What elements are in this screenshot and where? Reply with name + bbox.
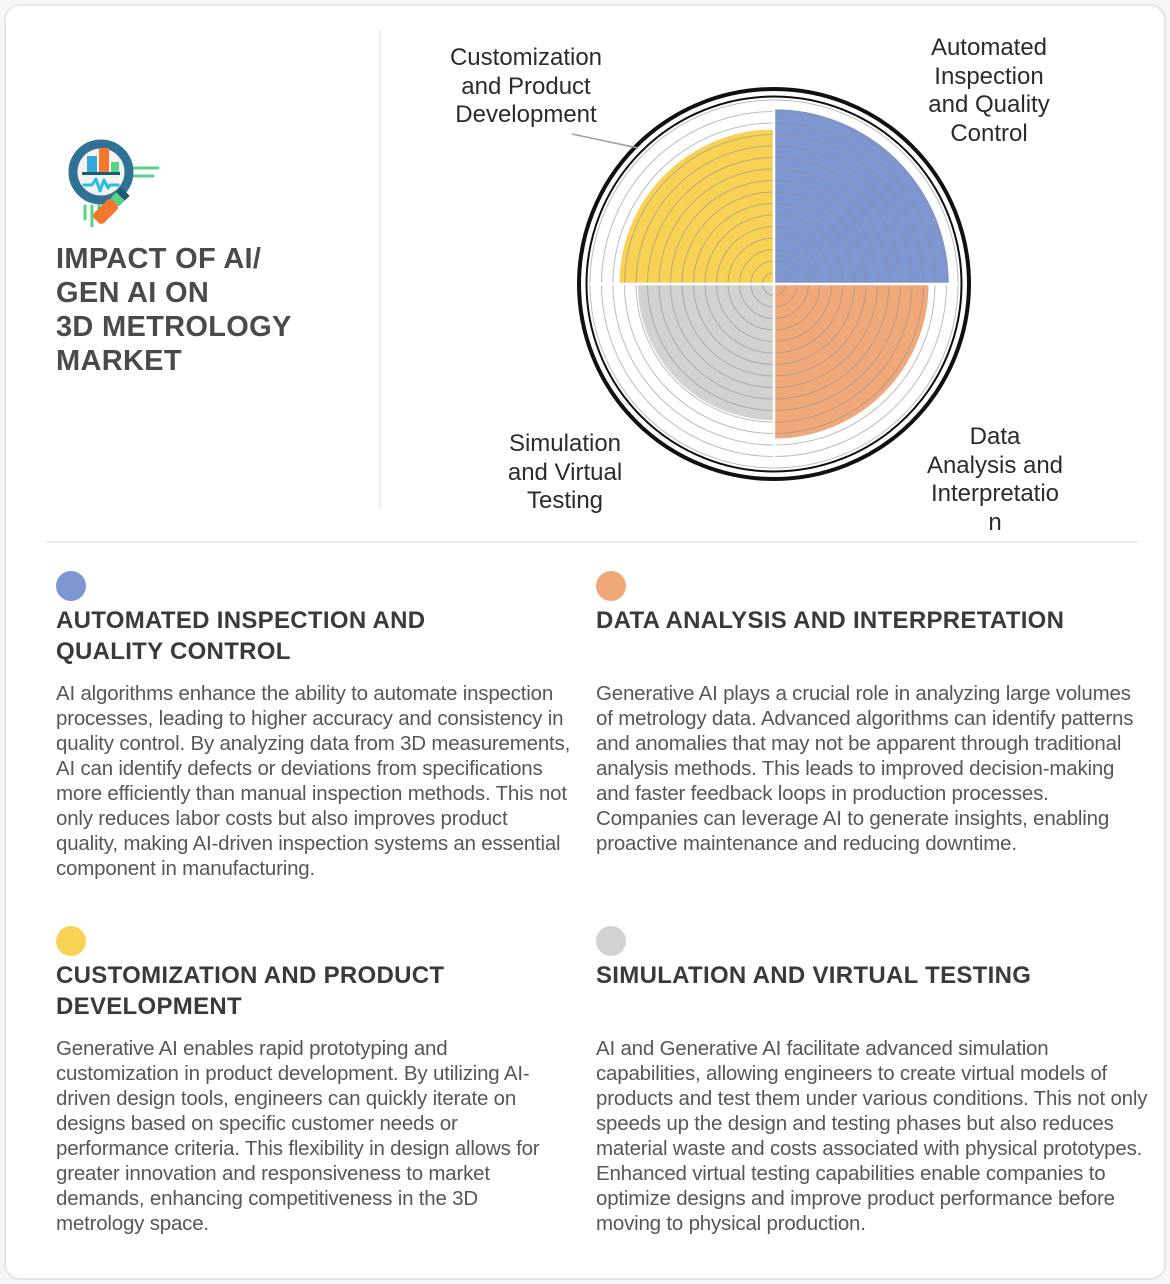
section-simulation: SIMULATION AND VIRTUAL TESTING AI and Ge… bbox=[596, 926, 1148, 1276]
magnifier-handle bbox=[93, 187, 130, 224]
infographic-card: IMPACT OF AI/ GEN AI ON 3D METROLOGY MAR… bbox=[4, 4, 1166, 1280]
chart-label-data-analysis: Data Analysis and Interpretatio n bbox=[926, 423, 1064, 536]
gray-bullet-icon bbox=[596, 926, 626, 956]
polar-area-chart bbox=[571, 87, 971, 481]
chart-label-customization: Customization and Product Development bbox=[449, 44, 603, 128]
horizontal-divider bbox=[46, 541, 1138, 543]
section-body: AI and Generative AI facilitate advanced… bbox=[596, 1037, 1148, 1235]
outer-ring-inner bbox=[585, 95, 963, 473]
chart-sector-data-analysis bbox=[774, 284, 929, 439]
vertical-divider bbox=[379, 30, 381, 508]
section-heading: CUSTOMIZATION AND PRODUCT DEVELOPMENT bbox=[56, 962, 445, 1020]
label-leader-line bbox=[571, 133, 639, 149]
chart-label-automated: Automated Inspection and Quality Control bbox=[928, 34, 1050, 147]
chart-sector-customization bbox=[619, 129, 774, 284]
section-automated-inspection: AUTOMATED INSPECTION AND QUALITY CONTROL… bbox=[56, 571, 571, 916]
section-body: Generative AI enables rapid prototyping … bbox=[56, 1037, 540, 1235]
section-heading: SIMULATION AND VIRTUAL TESTING bbox=[596, 962, 1032, 989]
section-body: Generative AI plays a crucial role in an… bbox=[596, 682, 1134, 855]
section-heading: AUTOMATED INSPECTION AND QUALITY CONTROL bbox=[56, 607, 426, 665]
section-customization: CUSTOMIZATION AND PRODUCT DEVELOPMENT Ge… bbox=[56, 926, 571, 1276]
outer-ring-outer bbox=[577, 87, 971, 481]
page-title: IMPACT OF AI/ GEN AI ON 3D METROLOGY MAR… bbox=[56, 243, 292, 377]
bar-chart-glyph bbox=[82, 148, 120, 193]
chart-label-simulation: Simulation and Virtual Testing bbox=[507, 430, 623, 514]
yellow-bullet-icon bbox=[56, 926, 86, 956]
section-heading: DATA ANALYSIS AND INTERPRETATION bbox=[596, 607, 1065, 634]
blue-bullet-icon bbox=[56, 571, 86, 601]
analytics-magnifier-icon bbox=[68, 139, 160, 228]
chart-sector-simulation bbox=[637, 284, 774, 421]
orange-bullet-icon bbox=[596, 571, 626, 601]
section-body: AI algorithms enhance the ability to aut… bbox=[56, 682, 571, 880]
section-data-analysis: DATA ANALYSIS AND INTERPRETATION Generat… bbox=[596, 571, 1148, 916]
